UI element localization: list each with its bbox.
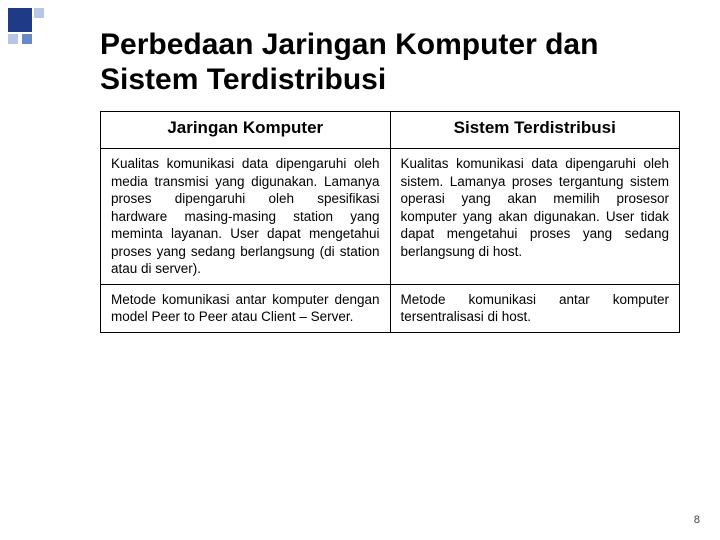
slide-content: Perbedaan Jaringan Komputer dan Sistem T… xyxy=(0,0,720,333)
table-cell: Metode komunikasi antar komputer dengan … xyxy=(101,284,391,332)
page-number: 8 xyxy=(694,514,700,526)
table-row: Kualitas komunikasi data dipengaruhi ole… xyxy=(101,149,680,285)
table-cell: Metode komunikasi antar komputer tersent… xyxy=(390,284,680,332)
table-cell: Kualitas komunikasi data dipengaruhi ole… xyxy=(390,149,680,285)
corner-decoration xyxy=(8,8,50,50)
comparison-table: Jaringan Komputer Sistem Terdistribusi K… xyxy=(100,111,680,333)
table-cell: Kualitas komunikasi data dipengaruhi ole… xyxy=(101,149,391,285)
table-row: Metode komunikasi antar komputer dengan … xyxy=(101,284,680,332)
slide-title: Perbedaan Jaringan Komputer dan Sistem T… xyxy=(100,28,672,97)
table-header-right: Sistem Terdistribusi xyxy=(390,112,680,149)
table-header-left: Jaringan Komputer xyxy=(101,112,391,149)
